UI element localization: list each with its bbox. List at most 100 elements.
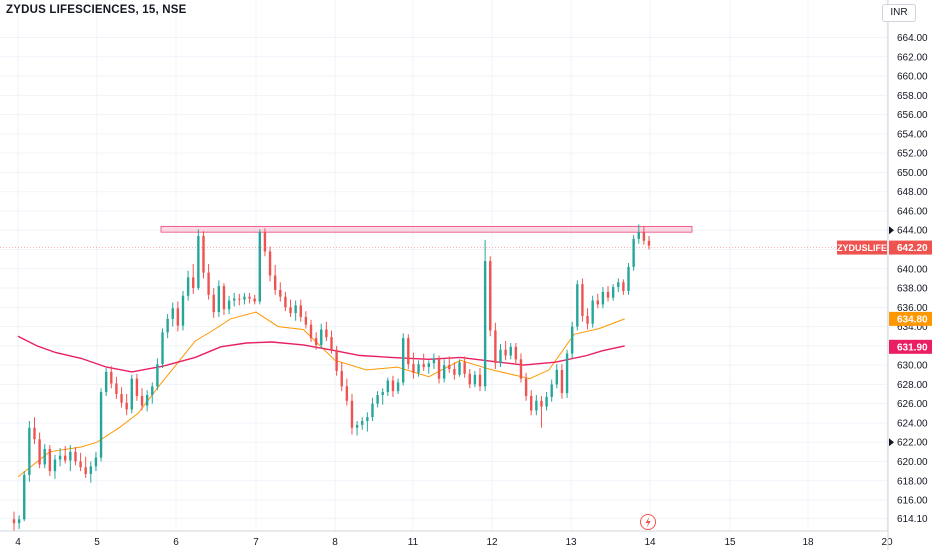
candle[interactable] (361, 417, 364, 430)
candle[interactable] (442, 359, 446, 383)
candle[interactable] (350, 394, 354, 435)
candle[interactable] (104, 368, 108, 396)
candle[interactable] (89, 461, 93, 483)
candle[interactable] (273, 264, 277, 295)
candle[interactable] (642, 226, 646, 245)
candle[interactable] (458, 359, 461, 377)
candle[interactable] (197, 229, 200, 290)
candle[interactable] (530, 390, 533, 416)
candle[interactable] (176, 301, 180, 332)
candle[interactable] (289, 299, 292, 317)
candle[interactable] (79, 452, 82, 472)
candle[interactable] (437, 355, 441, 384)
candle[interactable] (509, 342, 512, 360)
candle[interactable] (243, 292, 246, 305)
candle[interactable] (48, 445, 52, 476)
candle[interactable] (448, 356, 451, 373)
candle[interactable] (391, 375, 395, 397)
candlesticks[interactable] (12, 224, 651, 531)
candle[interactable] (330, 330, 333, 354)
candle[interactable] (524, 372, 528, 401)
candle[interactable] (422, 353, 425, 371)
candle[interactable] (181, 290, 185, 331)
candle[interactable] (314, 332, 318, 350)
candle[interactable] (340, 362, 343, 392)
candle[interactable] (99, 388, 103, 462)
candle[interactable] (268, 246, 272, 282)
candle[interactable] (53, 454, 57, 479)
candle[interactable] (617, 278, 620, 292)
candle[interactable] (222, 283, 226, 316)
candle[interactable] (33, 417, 36, 445)
candle[interactable] (514, 342, 518, 364)
candle[interactable] (84, 456, 87, 478)
candle[interactable] (570, 321, 574, 359)
candle[interactable] (69, 445, 72, 472)
candle[interactable] (432, 353, 436, 369)
candle[interactable] (345, 378, 349, 406)
candle[interactable] (166, 314, 169, 339)
candle[interactable] (120, 387, 123, 408)
currency-button[interactable]: INR (882, 4, 916, 22)
candle[interactable] (366, 412, 369, 432)
candle[interactable] (325, 321, 328, 342)
candle[interactable] (299, 299, 302, 322)
candle[interactable] (407, 334, 410, 369)
candle[interactable] (145, 390, 149, 412)
candle[interactable] (238, 293, 241, 306)
candle[interactable] (555, 364, 559, 389)
candle[interactable] (381, 388, 384, 405)
candle[interactable] (478, 368, 482, 392)
candle[interactable] (151, 382, 154, 404)
candle[interactable] (463, 356, 466, 378)
candle[interactable] (494, 322, 497, 369)
candle[interactable] (233, 292, 236, 307)
candle[interactable] (611, 284, 615, 301)
candle[interactable] (519, 353, 523, 383)
candle[interactable] (248, 292, 251, 304)
candle[interactable] (499, 343, 502, 368)
candle[interactable] (135, 373, 139, 401)
candle[interactable] (171, 302, 174, 327)
candle[interactable] (504, 341, 507, 361)
candle[interactable] (647, 236, 651, 250)
candle[interactable] (130, 374, 133, 414)
candle[interactable] (12, 511, 16, 531)
candle[interactable] (560, 364, 564, 399)
candle[interactable] (192, 263, 195, 294)
candle[interactable] (17, 515, 21, 529)
candle[interactable] (622, 279, 625, 295)
candle[interactable] (601, 287, 605, 309)
candle[interactable] (606, 286, 610, 302)
resistance-zone-rect[interactable] (160, 225, 693, 233)
candle[interactable] (468, 368, 471, 389)
candle[interactable] (304, 311, 308, 329)
candle[interactable] (156, 358, 159, 391)
candle[interactable] (186, 270, 190, 301)
candle[interactable] (94, 451, 98, 472)
candle[interactable] (586, 308, 589, 330)
candle[interactable] (376, 391, 379, 408)
candle[interactable] (489, 256, 492, 337)
candle[interactable] (396, 378, 400, 395)
candle[interactable] (355, 421, 359, 436)
flash-event-icon[interactable] (640, 514, 656, 530)
candle[interactable] (58, 447, 62, 467)
candle[interactable] (140, 388, 144, 411)
candle[interactable] (217, 280, 221, 317)
candle[interactable] (540, 395, 543, 428)
candle[interactable] (23, 471, 26, 522)
candle[interactable] (43, 444, 46, 469)
candle[interactable] (581, 278, 584, 322)
candle[interactable] (253, 294, 256, 305)
candle[interactable] (335, 345, 338, 376)
candle[interactable] (227, 295, 231, 315)
candle[interactable] (202, 231, 205, 279)
candle[interactable] (535, 394, 538, 416)
candle[interactable] (453, 362, 456, 380)
candle[interactable] (596, 293, 599, 309)
candle[interactable] (284, 291, 287, 312)
candle[interactable] (427, 360, 430, 374)
